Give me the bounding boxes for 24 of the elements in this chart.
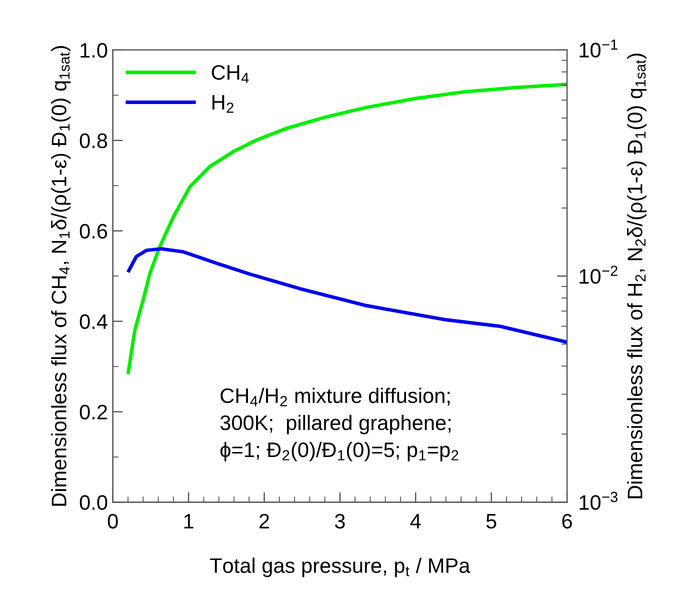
y-tick-label: 0.4 [80,314,108,330]
text: Dimensionless flux of H$_{2}$, N$_{2}$δ/(ρ(1-ε) Đ$_{1}$(0) q$_{1sat}$) [627,54,647,498]
y2-tick-label: 10$^{−3}$ [580,492,618,510]
x-tick-label: 5 [486,514,496,529]
text: Dimensionless flux of CH$_{4}$, N$_{1}$δ/(ρ(1-ε) Đ$_{1}$(0) q$_{1sat}$) [51,46,71,506]
x-axis-title: Total gas pressure, p$_{t}$ / MPa [210,558,470,578]
line-series [126,247,568,344]
x-tick-label: 1 [184,514,194,528]
y-tick-label: 0.8 [80,133,108,148]
x-tick-label: 2 [260,514,269,528]
legend-label: H$_{2}$ [212,95,234,113]
x-tick-label: 6 [562,514,572,529]
x-tick-label: 3 [334,514,345,529]
text: CH$_{4}$/H$_{2}$ mixture diffusion; 300K; pillared graphene; ϕ=1; Đ$_{2}$(0)/Đ$_{1}$(0)=5; p$_{1}$=p$_{2}$ [220,388,458,462]
y2-tick-label: 10$^{−2}$ [580,266,618,284]
x-tick-label: 4 [410,514,421,528]
x-tick-label: 0 [108,514,118,529]
y-tick-label: 0.2 [80,404,107,420]
legend-label: CH$_{4}$ [212,65,249,83]
y2-tick-label: 10$^{−1}$ [580,40,618,58]
y-tick-label: 0.0 [80,495,108,510]
y-tick-label: 1.0 [80,42,108,58]
line-series [126,82,568,376]
y-tick-label: 0.6 [80,224,108,239]
